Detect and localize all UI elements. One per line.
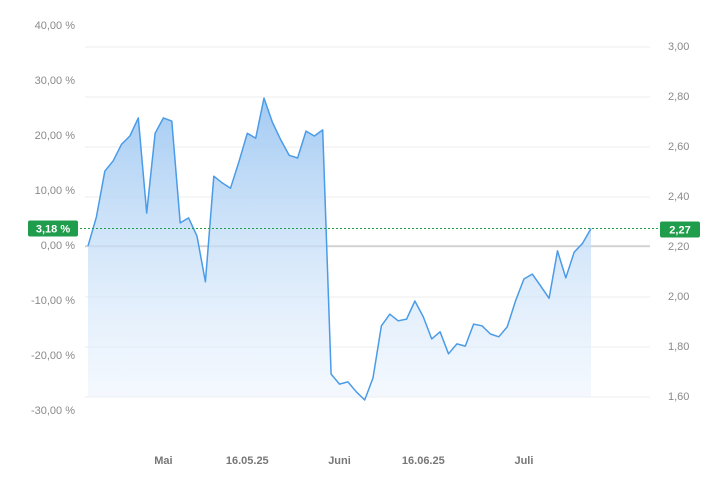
x-tick-label: Mai bbox=[154, 455, 172, 467]
current-badge bbox=[28, 220, 78, 237]
y2-tick-label: 3,00 bbox=[668, 41, 689, 53]
current-y2-badge bbox=[660, 221, 700, 238]
y-tick-label: 40,00 % bbox=[35, 20, 76, 32]
y-tick-label: 30,00 % bbox=[35, 75, 76, 87]
y-tick-label: -20,00 % bbox=[31, 350, 75, 362]
current-y2-label: 2,27 bbox=[669, 224, 690, 236]
x-tick-label: 16.06.25 bbox=[402, 455, 445, 467]
current-label: 3,18 % bbox=[36, 223, 70, 235]
y2-tick-label: 2,00 bbox=[668, 291, 689, 303]
y-tick-label: 0,00 % bbox=[41, 240, 75, 252]
y-tick-label: 10,00 % bbox=[35, 185, 76, 197]
x-tick-label: Juni bbox=[328, 455, 351, 467]
y2-tick-label: 1,60 bbox=[668, 391, 689, 403]
y2-tick-label: 2,80 bbox=[668, 91, 689, 103]
y-tick-label: -30,00 % bbox=[31, 405, 75, 417]
area bbox=[88, 98, 591, 400]
y-tick-label: -10,00 % bbox=[31, 295, 75, 307]
y2-tick-label: 2,60 bbox=[668, 141, 689, 153]
y2-tick-label: 1,80 bbox=[668, 341, 689, 353]
x-tick-label: Juli bbox=[514, 455, 533, 467]
y2-tick-label: 2,40 bbox=[668, 191, 689, 203]
x-tick-label: 16.05.25 bbox=[226, 455, 269, 467]
y2-tick-label: 2,20 bbox=[668, 241, 689, 253]
y-tick-label: 20,00 % bbox=[35, 130, 76, 142]
line bbox=[87, 97, 592, 401]
